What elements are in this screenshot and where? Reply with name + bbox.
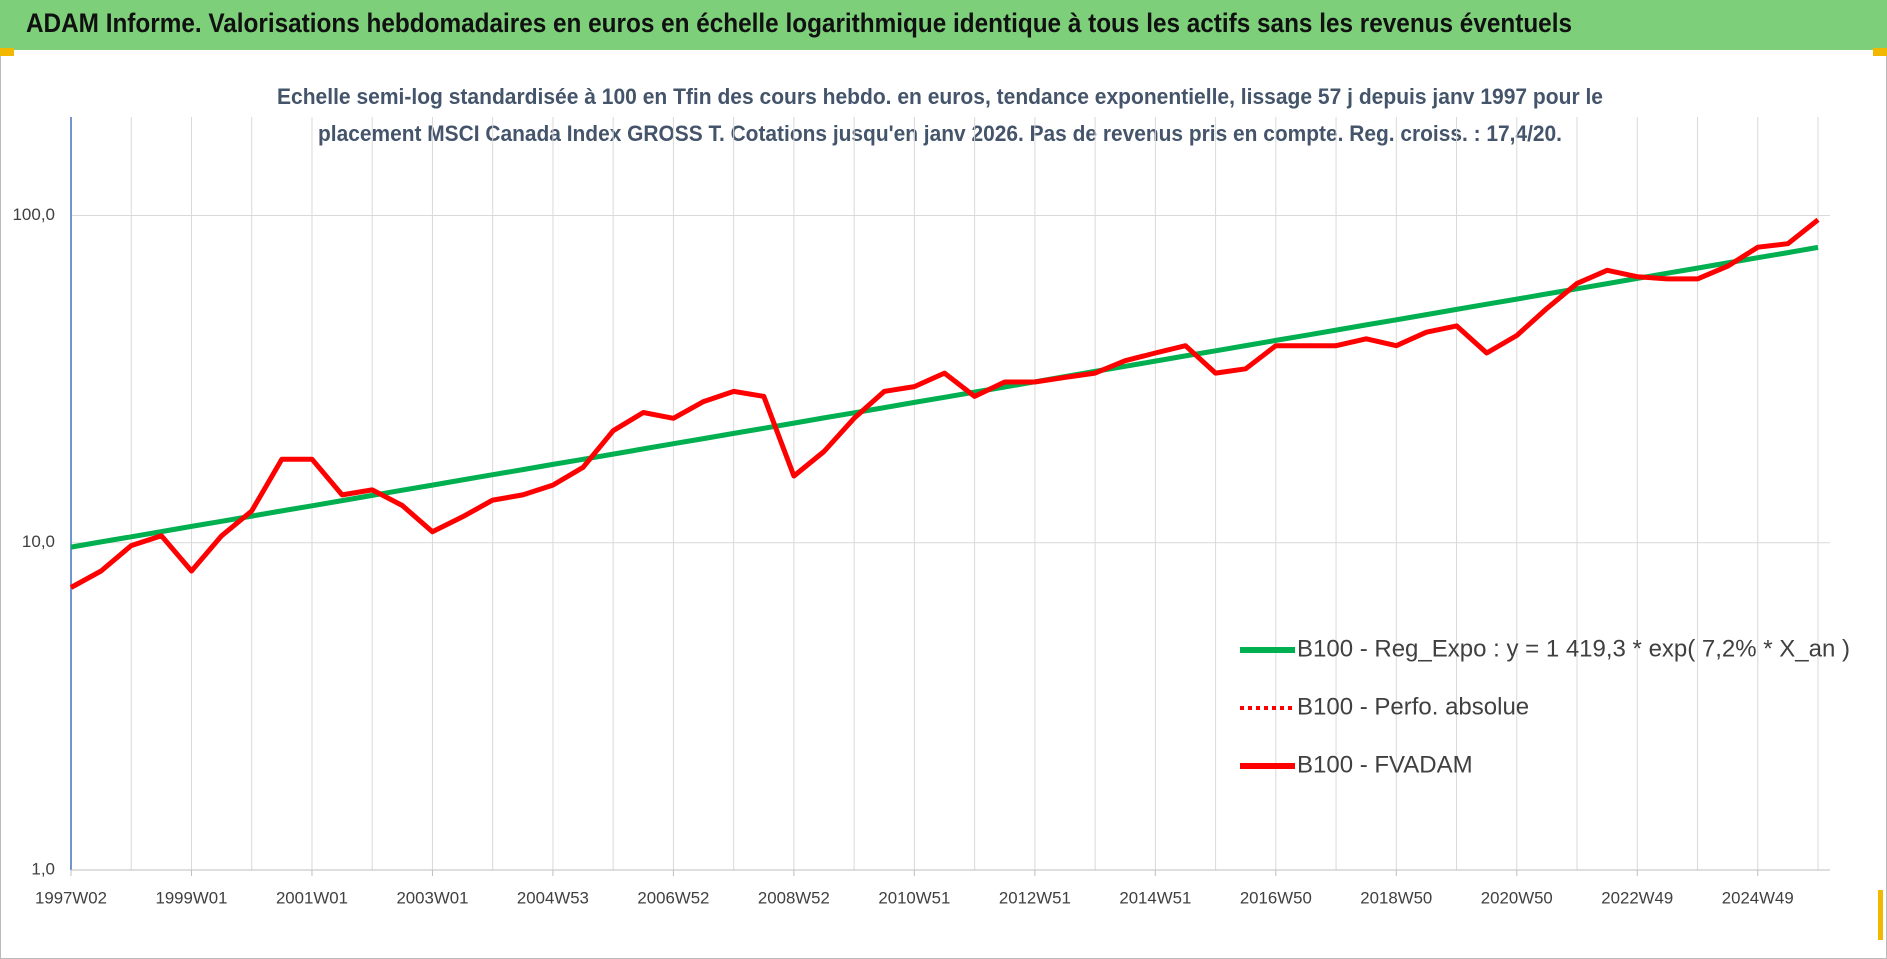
y-tick-label: 100,0 — [12, 205, 55, 224]
legend-label: B100 - FVADAM — [1297, 751, 1473, 778]
series-line — [69, 217, 1820, 590]
x-tick-label: 2003W01 — [396, 888, 468, 907]
x-tick-label: 2012W51 — [999, 888, 1071, 907]
chart-subtitle: Echelle semi-log standardisée à 100 en T… — [277, 84, 1603, 109]
chart-subtitle: placement MSCI Canada Index GROSS T. Cot… — [318, 121, 1562, 146]
x-tick-label: 2001W01 — [276, 888, 348, 907]
corner-mark — [1873, 48, 1887, 56]
legend-label: B100 - Perfo. absolue — [1297, 693, 1529, 720]
legend-label: B100 - Reg_Expo : y = 1 419,3 * exp( 7,2… — [1297, 635, 1850, 662]
series-line — [70, 244, 1819, 550]
y-tick-label: 1,0 — [31, 859, 55, 878]
x-tick-label: 1997W02 — [35, 888, 107, 907]
x-tick-label: 2022W49 — [1601, 888, 1673, 907]
page-title: ADAM Informe. Valorisations hebdomadaire… — [26, 8, 1572, 38]
x-tick-label: 2006W52 — [637, 888, 709, 907]
x-tick-label: 2018W50 — [1360, 888, 1432, 907]
x-tick-label: 2024W49 — [1722, 888, 1794, 907]
corner-mark — [1878, 890, 1883, 940]
x-tick-label: 2020W50 — [1481, 888, 1553, 907]
corner-mark — [0, 48, 14, 56]
x-tick-label: 2010W51 — [878, 888, 950, 907]
x-tick-label: 2004W53 — [517, 888, 589, 907]
title-bar — [0, 0, 1887, 50]
x-tick-label: 2016W50 — [1240, 888, 1312, 907]
y-tick-label: 10,0 — [22, 532, 55, 551]
x-tick-label: 2014W51 — [1119, 888, 1191, 907]
x-tick-label: 1999W01 — [155, 888, 227, 907]
x-tick-label: 2008W52 — [758, 888, 830, 907]
